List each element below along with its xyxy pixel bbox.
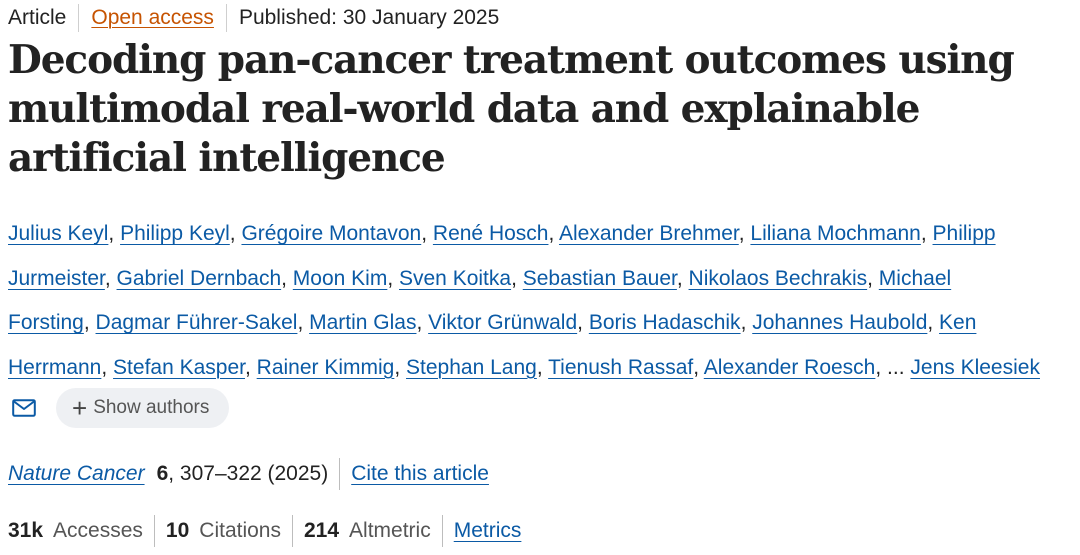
author-link[interactable]: Gabriel Dernbach [116,266,282,290]
author-link[interactable]: Julius Keyl [8,222,109,245]
author-link[interactable]: Sven Koitka [399,266,512,290]
author-separator: , [920,222,933,245]
author-separator: , [511,266,523,290]
author-actions-row: + Show authors [8,388,230,428]
altmetric-label: Altmetric [349,519,431,542]
author-separator: , [536,355,549,379]
author-separator: , [693,355,704,379]
author-link[interactable]: Ken [939,311,977,334]
author-separator: , [548,222,559,245]
author-link[interactable]: Stefan Kasper [113,355,245,379]
show-authors-label: Show authors [93,397,210,418]
author-link[interactable]: Jurmeister [8,266,105,290]
article-type: Article [8,6,67,29]
citation-divider [339,458,341,490]
author-link[interactable]: Tienush Rassaf [548,355,694,379]
author-link[interactable]: Stephan Lang [406,355,537,379]
author-separator: , [927,311,940,334]
mail-icon-svg [12,399,36,417]
open-access-link[interactable]: Open access [91,6,214,29]
plus-icon: + [72,393,88,423]
author-separator: , [416,311,429,334]
author-separator: , [676,266,689,290]
author-link[interactable]: Forsting [8,311,84,334]
citations-count: 10 [165,519,190,542]
author-separator: , [281,266,293,290]
author-separator: , [229,222,242,245]
author-ellipsis: ... [887,355,911,379]
author-link[interactable]: Philipp Keyl [120,222,230,245]
author-separator: , [740,311,753,334]
author-separator: , [577,311,589,334]
author-link[interactable]: Alexander Brehmer [558,222,739,245]
author-link[interactable]: Dagmar Führer-Sakel [95,311,298,334]
cite-this-article-link[interactable]: Cite this article [351,462,489,485]
author-link[interactable]: Jens Kleesiek [910,355,1040,379]
metrics-divider [153,515,155,547]
author-line: Forsting, Dagmar Führer-Sakel, Martin Gl… [8,301,1072,346]
author-link[interactable]: Michael [878,266,952,290]
author-line: Julius Keyl, Philipp Keyl, Grégoire Mont… [8,212,1072,257]
author-separator: , [108,222,121,245]
metrics-divider [291,515,293,547]
show-authors-button[interactable]: + Show authors [56,388,230,428]
journal-pages-year: , 307–322 (2025) [168,462,329,485]
published-date: Published: 30 January 2025 [238,6,500,29]
author-separator: , [867,266,879,290]
accesses-label: Accesses [53,519,143,542]
article-meta-row: Article Open access Published: 30 Januar… [8,4,499,32]
author-link[interactable]: Nikolaos Bechrakis [688,266,868,290]
author-separator: , [421,222,433,245]
metrics-row: 31k Accesses 10 Citations 214 Altmetric … [8,515,521,547]
author-link[interactable]: Johannes Haubold [752,311,928,334]
metrics-divider [441,515,443,547]
journal-volume: 6 [156,462,169,485]
author-link[interactable]: Boris Hadaschik [588,311,741,334]
author-separator: , [394,355,407,379]
author-link[interactable]: Sebastian Bauer [522,266,677,290]
author-separator: , [244,355,257,379]
author-separator: , [104,266,117,290]
author-link[interactable]: Martin Glas [309,311,417,334]
mail-icon[interactable] [11,397,37,419]
author-separator: , [387,266,399,290]
author-separator: , [297,311,310,334]
altmetric-score: 214 [303,519,340,542]
author-separator: , [83,311,96,334]
meta-divider [78,4,80,32]
citations-label: Citations [199,519,281,542]
author-list: Julius Keyl, Philipp Keyl, Grégoire Mont… [8,212,1072,390]
author-line: Jurmeister, Gabriel Dernbach, Moon Kim, … [8,257,1072,302]
author-separator: , [875,355,888,379]
author-link[interactable]: Rainer Kimmig [256,355,395,379]
author-link[interactable]: Viktor Grünwald [428,311,578,334]
metrics-link[interactable]: Metrics [453,519,522,542]
author-separator: , [738,222,751,245]
author-link[interactable]: Philipp [932,222,996,245]
author-link[interactable]: Herrmann [8,355,102,379]
journal-link[interactable]: Nature Cancer [8,462,145,485]
meta-divider [225,4,227,32]
article-title: Decoding pan-cancer treatment outcomes u… [8,37,1015,181]
accesses-count: 31k [8,519,44,542]
author-separator: , [101,355,114,379]
citation-row: Nature Cancer 6 , 307–322 (2025) Cite th… [8,458,489,490]
author-line: Herrmann, Stefan Kasper, Rainer Kimmig, … [8,346,1072,391]
author-link[interactable]: Grégoire Montavon [241,222,422,245]
author-link[interactable]: Alexander Roesch [703,355,876,379]
author-link[interactable]: René Hosch [432,222,549,245]
author-link[interactable]: Moon Kim [292,266,388,290]
author-link[interactable]: Liliana Mochmann [750,222,921,245]
